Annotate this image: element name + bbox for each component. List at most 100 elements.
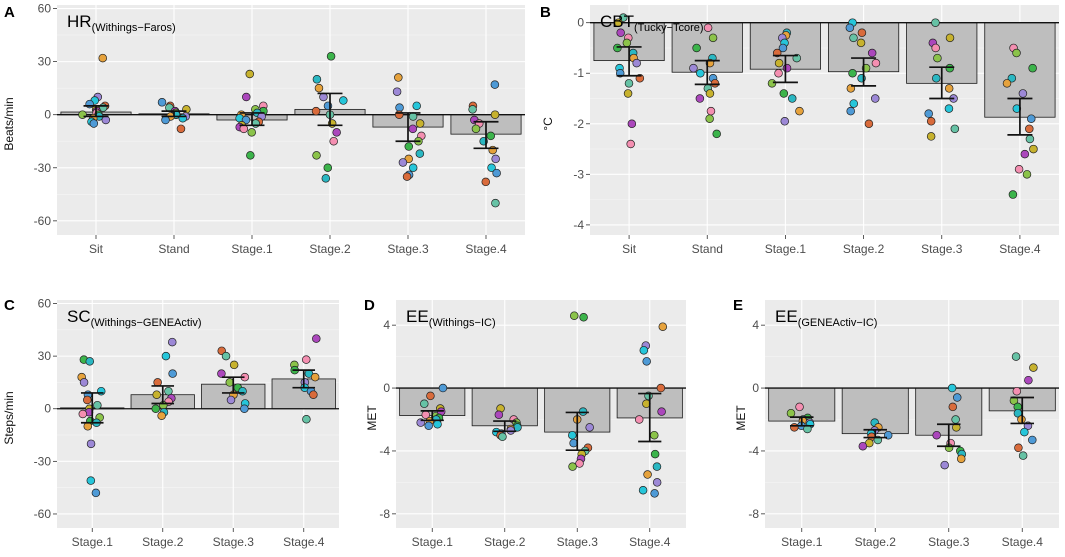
- panel-label: E: [733, 297, 743, 314]
- data-point: [312, 334, 321, 343]
- data-point: [93, 400, 102, 410]
- data-point: [1018, 451, 1028, 460]
- y-tick-label: 4: [383, 318, 390, 332]
- data-point: [323, 163, 333, 173]
- data-point: [619, 13, 628, 22]
- data-point: [251, 119, 260, 128]
- data-point: [705, 89, 715, 98]
- x-tick-label: Stand: [158, 242, 189, 256]
- x-tick-label: Stage.3: [387, 242, 429, 256]
- y-tick-label: -2: [573, 117, 584, 131]
- data-point: [312, 75, 322, 84]
- data-point: [85, 357, 95, 366]
- x-tick-label: Stage.1: [72, 535, 114, 549]
- panel-C: 60 30 0 -30 -60 Stage.1 Stage.2 Stage.3 Stage.4 S…: [2, 297, 339, 549]
- data-point: [438, 383, 448, 393]
- panel-title-subscript: (Withings−GENEActiv): [91, 317, 202, 329]
- data-point: [89, 119, 99, 128]
- data-point: [945, 63, 955, 73]
- y-tick-label: 0: [44, 402, 51, 416]
- data-point: [240, 404, 249, 413]
- x-tick-label: Stage.2: [855, 535, 897, 549]
- data-point: [616, 28, 625, 38]
- x-tick-label: Stage.3: [928, 535, 970, 549]
- data-point: [335, 0, 343, 4]
- data-point: [415, 149, 425, 158]
- data-point: [944, 84, 954, 93]
- y-tick-label: -30: [34, 454, 52, 468]
- data-point: [329, 136, 338, 146]
- data-point: [569, 438, 578, 448]
- panel-D: 4 0 -4 -8 Stage.1 Stage.2 Stage.3 Stage.4 EE(Wit…: [364, 297, 686, 549]
- data-point: [926, 132, 936, 141]
- y-tick-label: -8: [748, 507, 759, 521]
- data-point: [226, 395, 236, 405]
- data-layer: [57, 334, 339, 498]
- x-tick-label: Stage.3: [213, 535, 255, 549]
- data-point: [568, 430, 577, 440]
- x-tick-label: Stand: [692, 242, 723, 256]
- data-point: [782, 63, 792, 73]
- data-point: [420, 399, 429, 409]
- panel-title: EE(Withings−IC): [406, 307, 496, 329]
- panel-title: CBT(Tucky−Tcore): [600, 12, 704, 34]
- data-point: [481, 177, 491, 187]
- panel-B: 0 -1 -2 -3 -4 Sit Stand Stage.1 Stage.2 Stage.3 St…: [540, 4, 1059, 256]
- data-point: [767, 79, 777, 88]
- data-point: [1008, 190, 1018, 199]
- data-point: [780, 117, 790, 126]
- data-point: [86, 476, 96, 485]
- panel-title-subscript: (Withings−IC): [429, 317, 496, 329]
- data-point: [933, 53, 942, 63]
- data-point: [849, 99, 858, 108]
- data-point: [932, 74, 941, 83]
- data-point: [424, 421, 433, 431]
- data-point: [656, 383, 666, 393]
- y-tick-label: -1: [573, 66, 584, 80]
- y-tick-label: 30: [38, 349, 52, 363]
- data-point: [1012, 386, 1022, 396]
- data-point: [858, 441, 868, 451]
- data-point: [614, 18, 623, 27]
- x-tick-label: Stage.1: [765, 242, 807, 256]
- data-point: [1020, 427, 1029, 437]
- data-point: [1022, 170, 1032, 179]
- data-layer: [765, 352, 1059, 470]
- data-point: [712, 129, 721, 139]
- data-point: [624, 79, 634, 88]
- data-point: [309, 390, 318, 399]
- data-point: [952, 393, 962, 402]
- data-point: [579, 313, 588, 322]
- plot-background: [57, 5, 525, 235]
- data-point: [790, 423, 799, 432]
- y-tick-label: 0: [44, 108, 51, 122]
- data-point: [867, 48, 877, 58]
- data-point: [639, 346, 649, 355]
- data-point: [1020, 149, 1030, 159]
- y-tick-label: 60: [38, 2, 52, 16]
- data-point: [426, 391, 435, 401]
- data-point: [778, 43, 788, 53]
- panel-label: C: [4, 297, 15, 314]
- data-point: [1029, 363, 1038, 372]
- data-point: [178, 113, 188, 123]
- data-point: [157, 411, 166, 421]
- data-point: [779, 89, 789, 98]
- data-point: [931, 18, 940, 27]
- data-point: [848, 68, 857, 78]
- data-point: [795, 402, 804, 412]
- data-layer: [396, 311, 686, 498]
- panel-title-main: EE: [775, 307, 798, 326]
- data-point: [404, 142, 414, 151]
- data-point: [708, 33, 718, 43]
- data-point: [638, 486, 648, 495]
- data-point: [1029, 144, 1038, 154]
- data-point: [1027, 114, 1036, 123]
- data-point: [568, 462, 577, 471]
- data-point: [312, 151, 321, 160]
- data-point: [321, 174, 331, 183]
- data-point: [332, 128, 341, 137]
- x-tick-label: Sit: [622, 242, 637, 256]
- data-point: [471, 124, 481, 134]
- data-point: [626, 139, 635, 149]
